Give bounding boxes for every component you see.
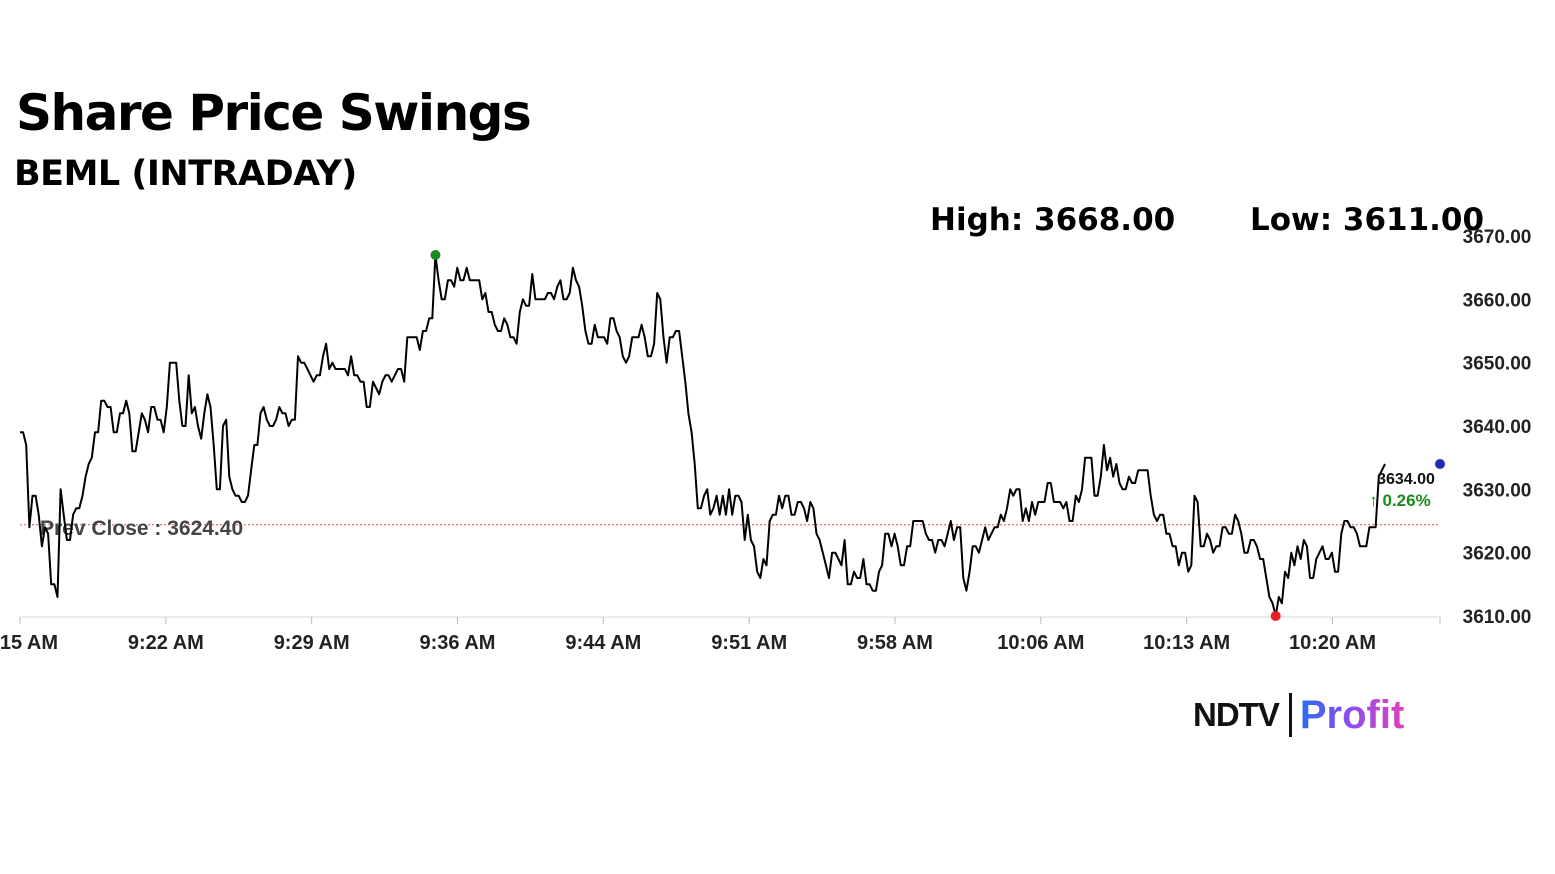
prev-close-label: Prev Close : 3624.40 bbox=[40, 517, 243, 540]
last-price-marker bbox=[1435, 459, 1445, 469]
x-tick-label: 10:06 AM bbox=[997, 632, 1084, 654]
y-tick-label: 3620.00 bbox=[1463, 544, 1532, 565]
chart-subtitle: BEML (INTRADAY) bbox=[14, 154, 357, 194]
x-tick-label: 9:58 AM bbox=[857, 632, 933, 654]
logo-profit-text: Profit bbox=[1299, 692, 1405, 737]
x-tick-label: 9:22 AM bbox=[128, 632, 204, 654]
x-tick-label: 9:36 AM bbox=[420, 632, 496, 654]
high-marker bbox=[430, 250, 441, 260]
x-tick-label: 10:13 AM bbox=[1143, 632, 1230, 654]
price-series-line bbox=[20, 254, 1386, 617]
x-tick-label: 9:44 AM bbox=[565, 632, 641, 654]
y-tick-label: 3660.00 bbox=[1463, 290, 1532, 311]
y-tick-label: 3650.00 bbox=[1463, 354, 1532, 375]
last-price-label: 3634.00 bbox=[1377, 471, 1435, 488]
change-percent-label: ↑ 0.26% bbox=[1369, 491, 1430, 510]
low-marker bbox=[1270, 611, 1281, 621]
chart-title: Share Price Swings bbox=[16, 84, 532, 142]
x-tick-label: 9:15 AM bbox=[0, 632, 58, 654]
y-tick-label: 3640.00 bbox=[1463, 417, 1532, 438]
ndtv-profit-logo: NDTV Profit bbox=[1193, 690, 1404, 740]
x-tick-label: 9:51 AM bbox=[711, 632, 787, 654]
high-label: High: 3668.00 bbox=[930, 202, 1176, 238]
x-tick-label: 10:20 AM bbox=[1289, 632, 1376, 654]
y-tick-label: 3670.00 bbox=[1463, 227, 1532, 248]
y-tick-label: 3630.00 bbox=[1463, 480, 1532, 501]
logo-ndtv-text: NDTV bbox=[1193, 696, 1280, 733]
low-label: Low: 3611.00 bbox=[1250, 202, 1485, 238]
x-tick-label: 9:29 AM bbox=[274, 632, 350, 654]
logo-divider bbox=[1288, 693, 1292, 737]
y-tick-label: 3610.00 bbox=[1463, 607, 1532, 628]
